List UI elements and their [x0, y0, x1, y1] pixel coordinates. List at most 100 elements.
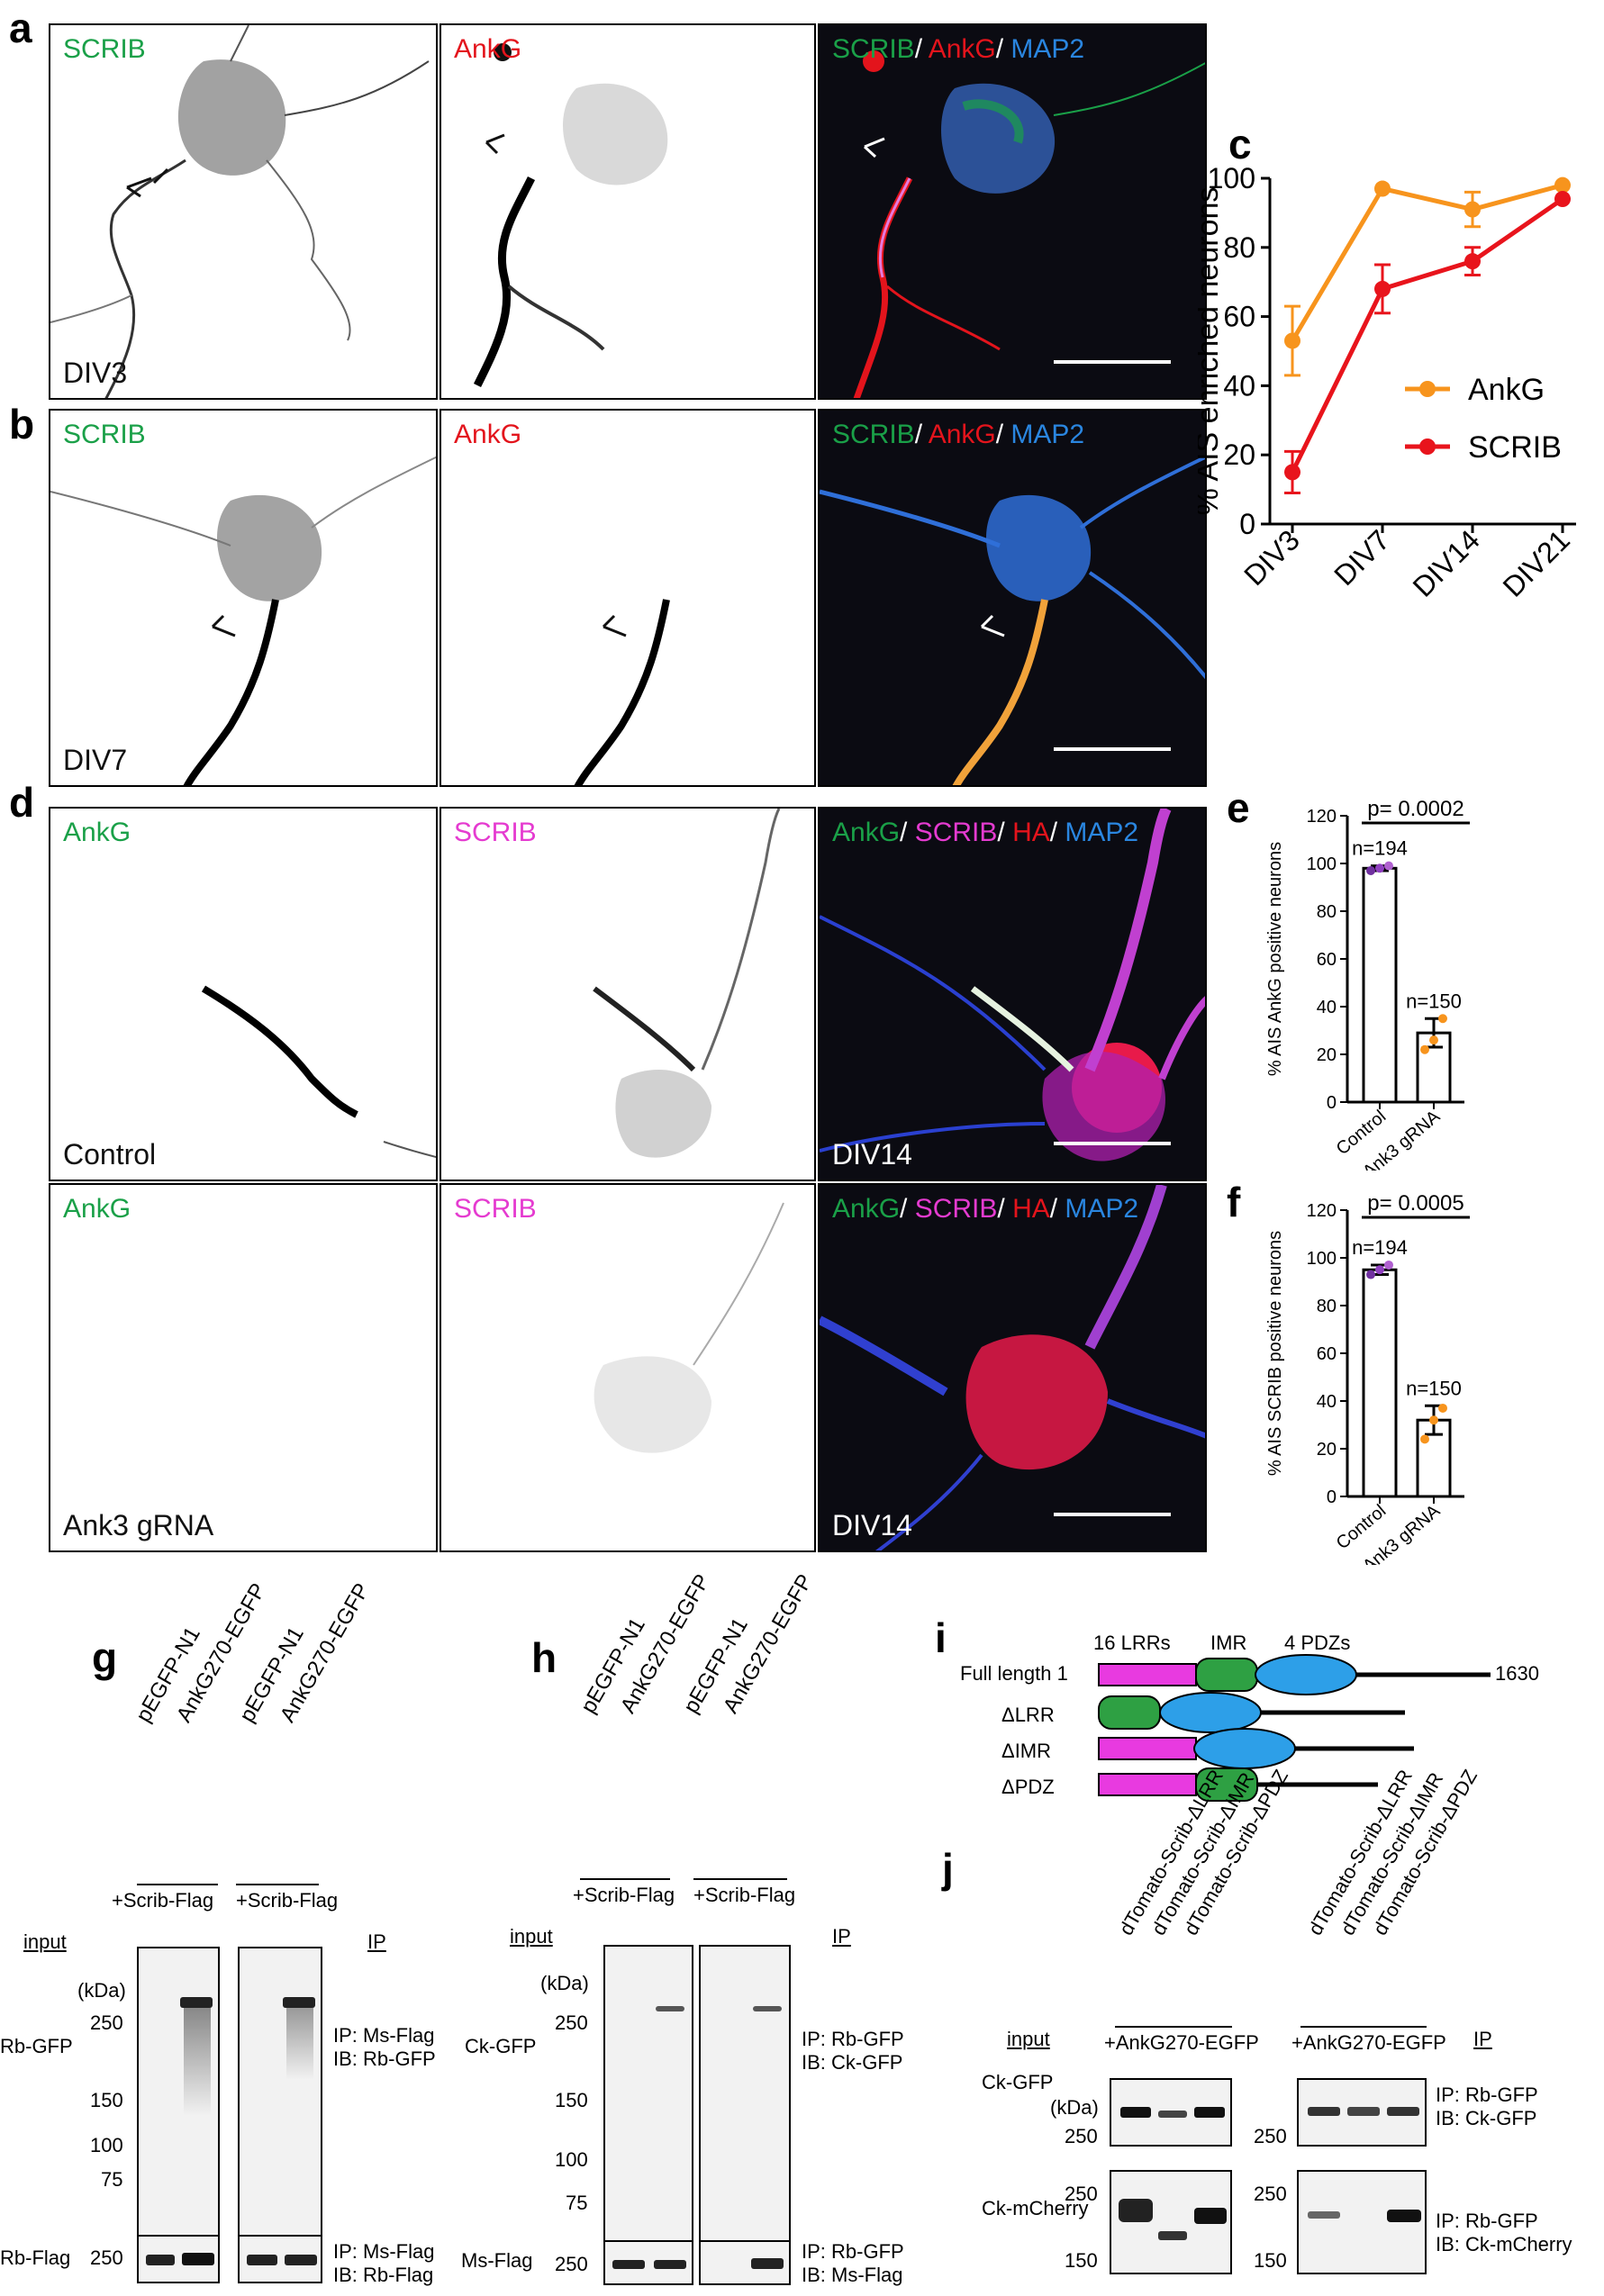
x-tick-label: DIV14: [1407, 523, 1486, 602]
bar-chart-e: 0 20 40 60 80 100 120 % AIS AnkG positive neuro…: [1265, 797, 1470, 1171]
blot-strip: [699, 1945, 791, 2276]
ip-annotation: IP: Ms-Flag: [333, 2240, 435, 2263]
kda-label: (kDa): [77, 1979, 126, 2002]
bracket-label: +Scrib-Flag: [112, 1889, 214, 1912]
merge-channel-label: AnkG/ SCRIB/ HA/ MAP2: [832, 1194, 1139, 1224]
y-tick-label: 40: [1317, 998, 1337, 1017]
domain-label-lrr: 16 LRRs: [1093, 1632, 1171, 1654]
mw-marker: 250: [90, 2011, 123, 2034]
blot-strip: [1110, 2170, 1232, 2274]
ip-annotation: IP: Ms-Flag: [333, 2024, 435, 2047]
ip-annotation: IP: Rb-GFP: [1436, 2084, 1538, 2106]
n-label: n=194: [1352, 837, 1408, 860]
data-point: [1284, 464, 1300, 481]
channel-label: SCRIB: [454, 818, 537, 847]
mw-marker: 75: [101, 2168, 123, 2191]
scale-bar: [1054, 360, 1171, 364]
y-tick-label: 120: [1307, 1201, 1337, 1221]
y-tick-label: 80: [1317, 1297, 1337, 1316]
construct-label-full: Full length 1: [960, 1662, 1068, 1685]
scale-bar: [1054, 747, 1171, 751]
construct-end-label: 1630: [1495, 1662, 1539, 1685]
micrograph-a-scrib: SCRIB DIV3: [49, 23, 438, 400]
y-axis-title: % AIS SCRIB positive neurons: [1265, 1231, 1285, 1476]
bar: [1362, 1268, 1398, 1498]
scale-bar: [1054, 1142, 1171, 1145]
replicate-point: [1384, 1260, 1393, 1270]
data-point: [1554, 176, 1571, 194]
replicate-point: [1375, 1265, 1384, 1275]
condition-label-ank3: Ank3 gRNA: [63, 1509, 214, 1541]
y-tick-label: 0: [1327, 1093, 1337, 1113]
channel-label: AnkG: [454, 34, 522, 64]
ip-label: IP: [1473, 2028, 1492, 2050]
mw-marker: 250: [1254, 2125, 1287, 2147]
condition-label-control: Control: [63, 1138, 157, 1171]
condition-label: DIV3: [63, 357, 128, 389]
panel-label-d: d: [9, 779, 35, 826]
condition-label-div: DIV14: [832, 1138, 912, 1171]
micrograph-a-ankg: AnkG: [440, 23, 816, 400]
construct-label: ΔIMR: [1001, 1740, 1052, 1762]
replicate-point: [1384, 861, 1393, 871]
antibody-label: Ck-GFP: [465, 2035, 537, 2057]
micrograph-d-ankg-ank3: AnkG Ank3 gRNA: [49, 1183, 438, 1552]
blot-strip: [1297, 2078, 1427, 2147]
replicate-point: [1429, 1415, 1438, 1425]
ib-annotation: IB: Ck-mCherry: [1436, 2233, 1572, 2255]
micrograph-d-scrib-ank3: SCRIB: [440, 1183, 816, 1552]
ip-label: IP: [832, 1925, 851, 1948]
replicate-point: [1420, 1434, 1429, 1444]
antibody-label: Ck-GFP: [982, 2071, 1054, 2093]
merge-channel-label: SCRIB/ AnkG/ MAP2: [832, 420, 1085, 449]
series-line-AnkG: [1290, 183, 1563, 342]
y-tick-label: 100: [1307, 1249, 1337, 1269]
y-tick-label: 60: [1317, 1344, 1337, 1364]
replicate-point: [1366, 865, 1375, 875]
y-tick-label: 40: [1223, 369, 1255, 402]
micrograph-d-scrib-control: SCRIB: [440, 807, 816, 1181]
data-point: [1464, 201, 1481, 218]
blot-strip: [699, 2240, 791, 2285]
micrograph-d-ankg-control: AnkG Control: [49, 807, 438, 1181]
ib-annotation: IB: Ck-GFP: [1436, 2107, 1537, 2129]
input-label: input: [1007, 2028, 1050, 2050]
replicate-point: [1429, 1035, 1438, 1045]
ip-label: IP: [367, 1930, 386, 1953]
ib-annotation: IB: Ck-GFP: [802, 2051, 903, 2074]
mw-marker: 150: [1065, 2249, 1098, 2272]
x-tick-label: DIV7: [1328, 523, 1396, 592]
y-tick-label: 20: [1223, 438, 1255, 471]
micrograph-b-merge: SCRIB/ AnkG/ MAP2: [818, 409, 1207, 787]
n-label: n=150: [1406, 990, 1462, 1012]
replicate-point: [1366, 1270, 1375, 1279]
kda-label: (kDa): [540, 1972, 589, 1994]
mw-marker: 250: [1065, 2183, 1098, 2205]
replicate-point: [1438, 1014, 1447, 1024]
mw-marker: 100: [555, 2148, 588, 2171]
y-tick-label: 0: [1239, 508, 1255, 540]
mw-marker: 150: [1254, 2249, 1287, 2272]
y-tick-label: 60: [1223, 301, 1255, 333]
panel-label-a: a: [9, 5, 32, 51]
y-axis-title: % AIS AnkG positive neurons: [1265, 842, 1285, 1076]
y-axis-title: % AIS enriched neurons: [1198, 187, 1225, 516]
y-tick-label: 20: [1317, 1045, 1337, 1065]
mw-marker: 75: [566, 2192, 588, 2214]
construct-label: ΔPDZ: [1001, 1776, 1055, 1798]
micrograph-d-merge-ank3: AnkG/ SCRIB/ HA/ MAP2 DIV14: [818, 1183, 1207, 1552]
n-label: n=150: [1406, 1377, 1462, 1399]
replicate-point: [1438, 1403, 1447, 1413]
blot-strip: [137, 2235, 220, 2283]
condition-label-div: DIV14: [832, 1509, 912, 1541]
input-label: input: [23, 1930, 67, 1953]
merge-channel-label: SCRIB/ AnkG/ MAP2: [832, 34, 1085, 64]
blot-strip: [603, 1945, 693, 2276]
channel-label: SCRIB: [63, 34, 146, 64]
legend-label: AnkG: [1468, 373, 1545, 407]
mw-marker: 100: [90, 2134, 123, 2156]
y-tick-label: 0: [1327, 1487, 1337, 1507]
bracket-label: +AnkG270-EGFP: [1291, 2031, 1446, 2054]
data-point: [1284, 332, 1300, 349]
y-tick-label: 120: [1307, 807, 1337, 827]
